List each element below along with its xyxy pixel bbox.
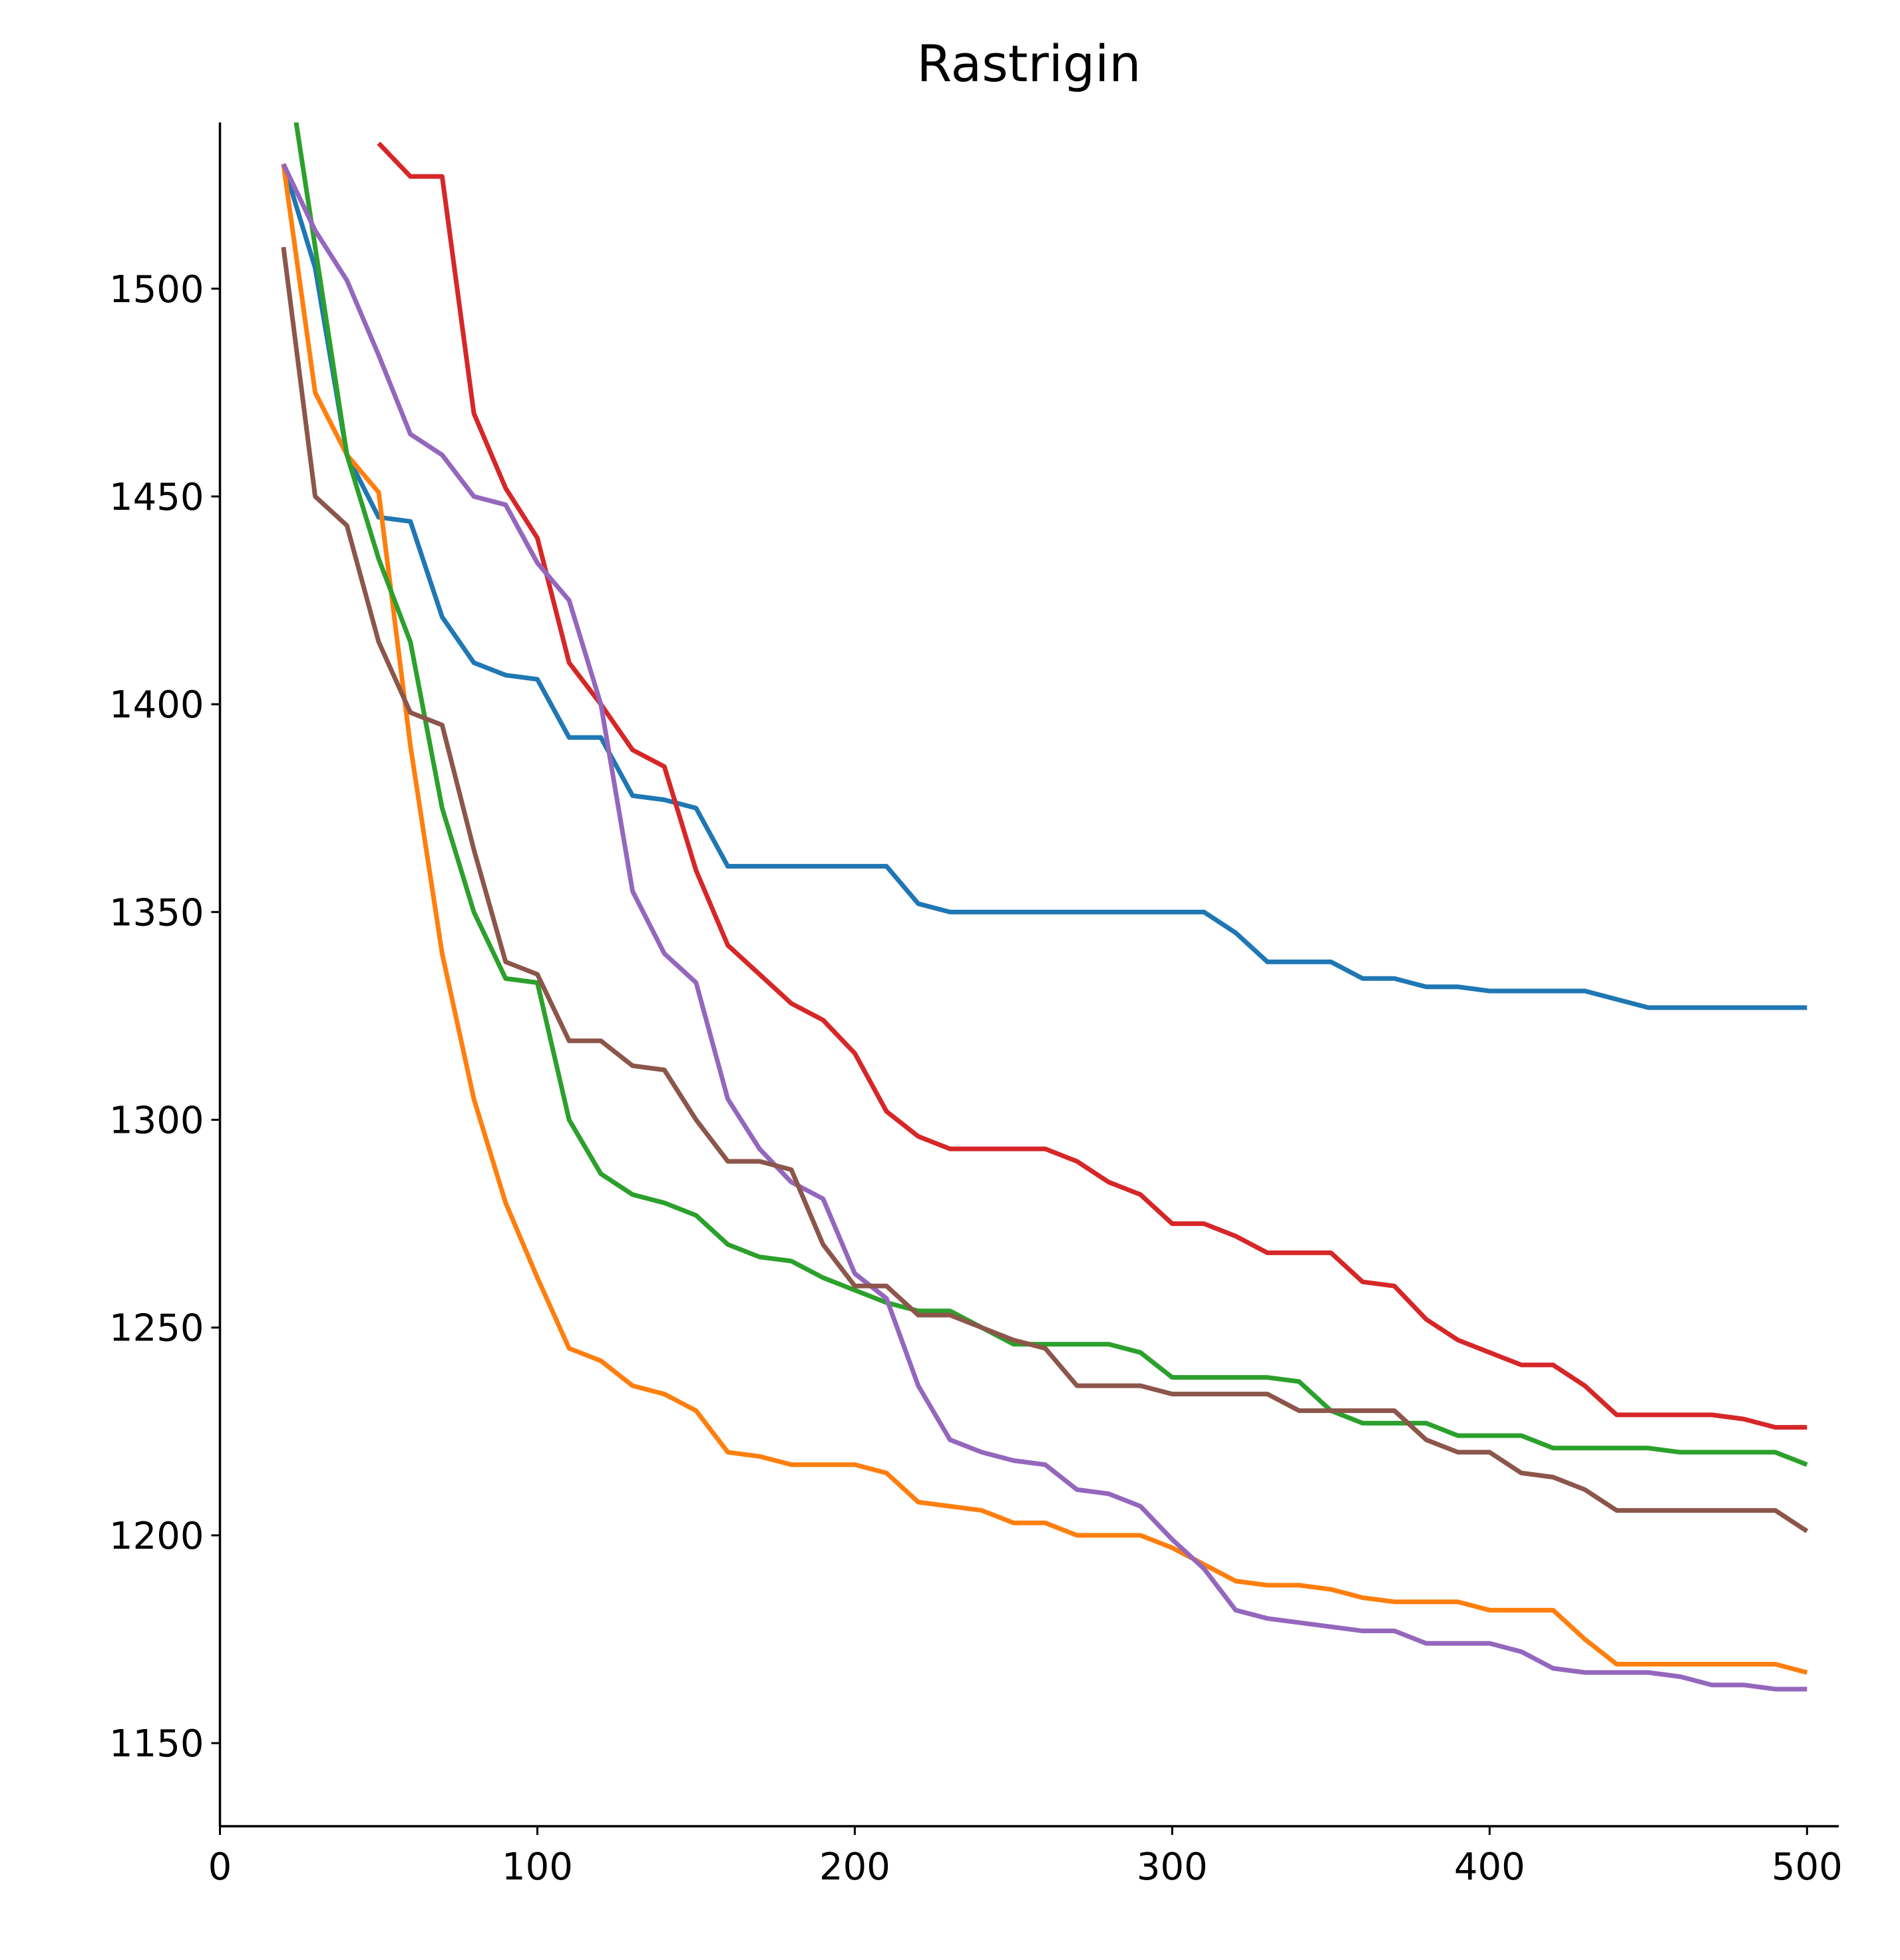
series-line bbox=[281, 162, 1807, 1692]
x-tick-label: 100 bbox=[502, 1846, 573, 1889]
y-tick-label: 1350 bbox=[109, 891, 204, 934]
x-tick-label: 400 bbox=[1454, 1846, 1525, 1889]
y-tick-label: 1200 bbox=[109, 1515, 204, 1558]
plot-area bbox=[281, 122, 1809, 1692]
y-tick-label: 1250 bbox=[109, 1307, 204, 1350]
x-tick-label: 500 bbox=[1772, 1846, 1843, 1889]
y-tick-label: 1500 bbox=[109, 268, 204, 311]
series-line bbox=[377, 141, 1807, 1430]
series-line bbox=[293, 122, 1808, 1468]
x-tick-label: 200 bbox=[819, 1846, 890, 1889]
y-tick-label: 1150 bbox=[109, 1722, 204, 1766]
series-line bbox=[281, 163, 1808, 1675]
x-tick-label: 300 bbox=[1137, 1846, 1208, 1889]
y-tick-label: 1450 bbox=[109, 476, 204, 519]
y-tick-label: 1400 bbox=[109, 684, 204, 727]
x-tick-label: 0 bbox=[208, 1846, 232, 1889]
chart-title: Rastrigin bbox=[917, 34, 1141, 93]
series-line bbox=[281, 246, 1809, 1533]
series-line bbox=[281, 163, 1807, 1010]
y-tick-label: 1300 bbox=[109, 1099, 204, 1143]
